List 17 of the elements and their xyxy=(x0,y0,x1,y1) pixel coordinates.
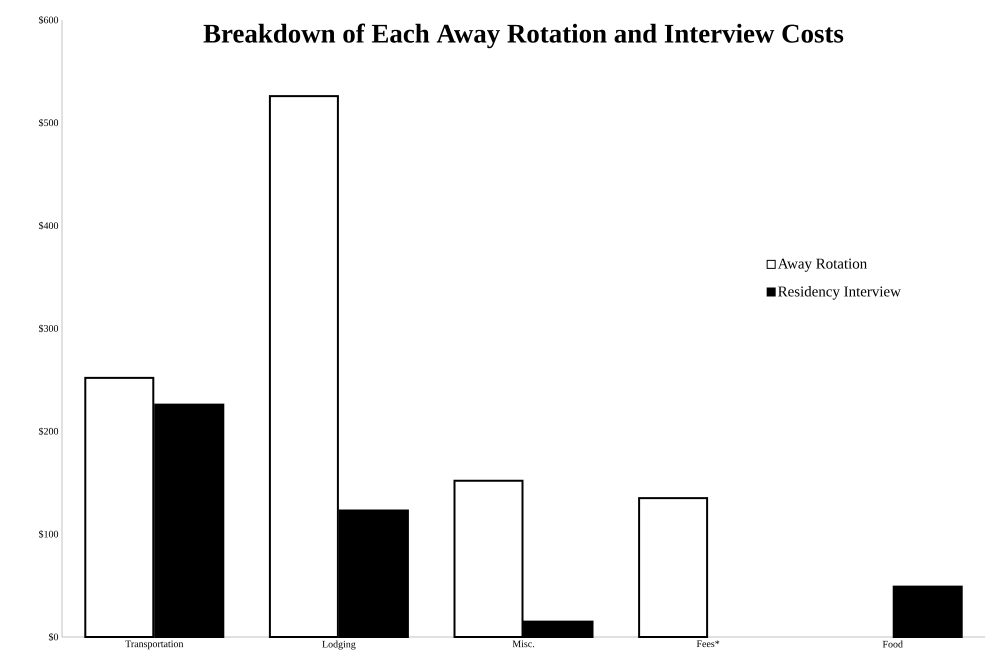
chart-title: Breakdown of Each Away Rotation and Interview Costs xyxy=(204,24,844,48)
y-tick-label: $600 xyxy=(38,16,58,24)
y-tick-label: $400 xyxy=(38,222,58,230)
x-tick-label: Food xyxy=(882,640,903,648)
x-tick-label: Fees* xyxy=(696,640,720,648)
bar xyxy=(638,497,708,638)
bar xyxy=(892,586,963,638)
y-tick-label: $100 xyxy=(38,530,58,538)
x-tick-label: Transportation xyxy=(125,640,184,650)
y-tick-label: $500 xyxy=(38,118,58,127)
y-tick-label: $0 xyxy=(48,633,58,641)
x-tick-label: Misc. xyxy=(512,640,534,648)
y-tick-label: $200 xyxy=(38,427,58,436)
x-tick-label: Lodging xyxy=(322,640,356,650)
legend-label: Away Rotation xyxy=(778,258,867,272)
legend-label: Residency Interview xyxy=(778,286,901,300)
y-tick-label: $300 xyxy=(38,324,58,332)
